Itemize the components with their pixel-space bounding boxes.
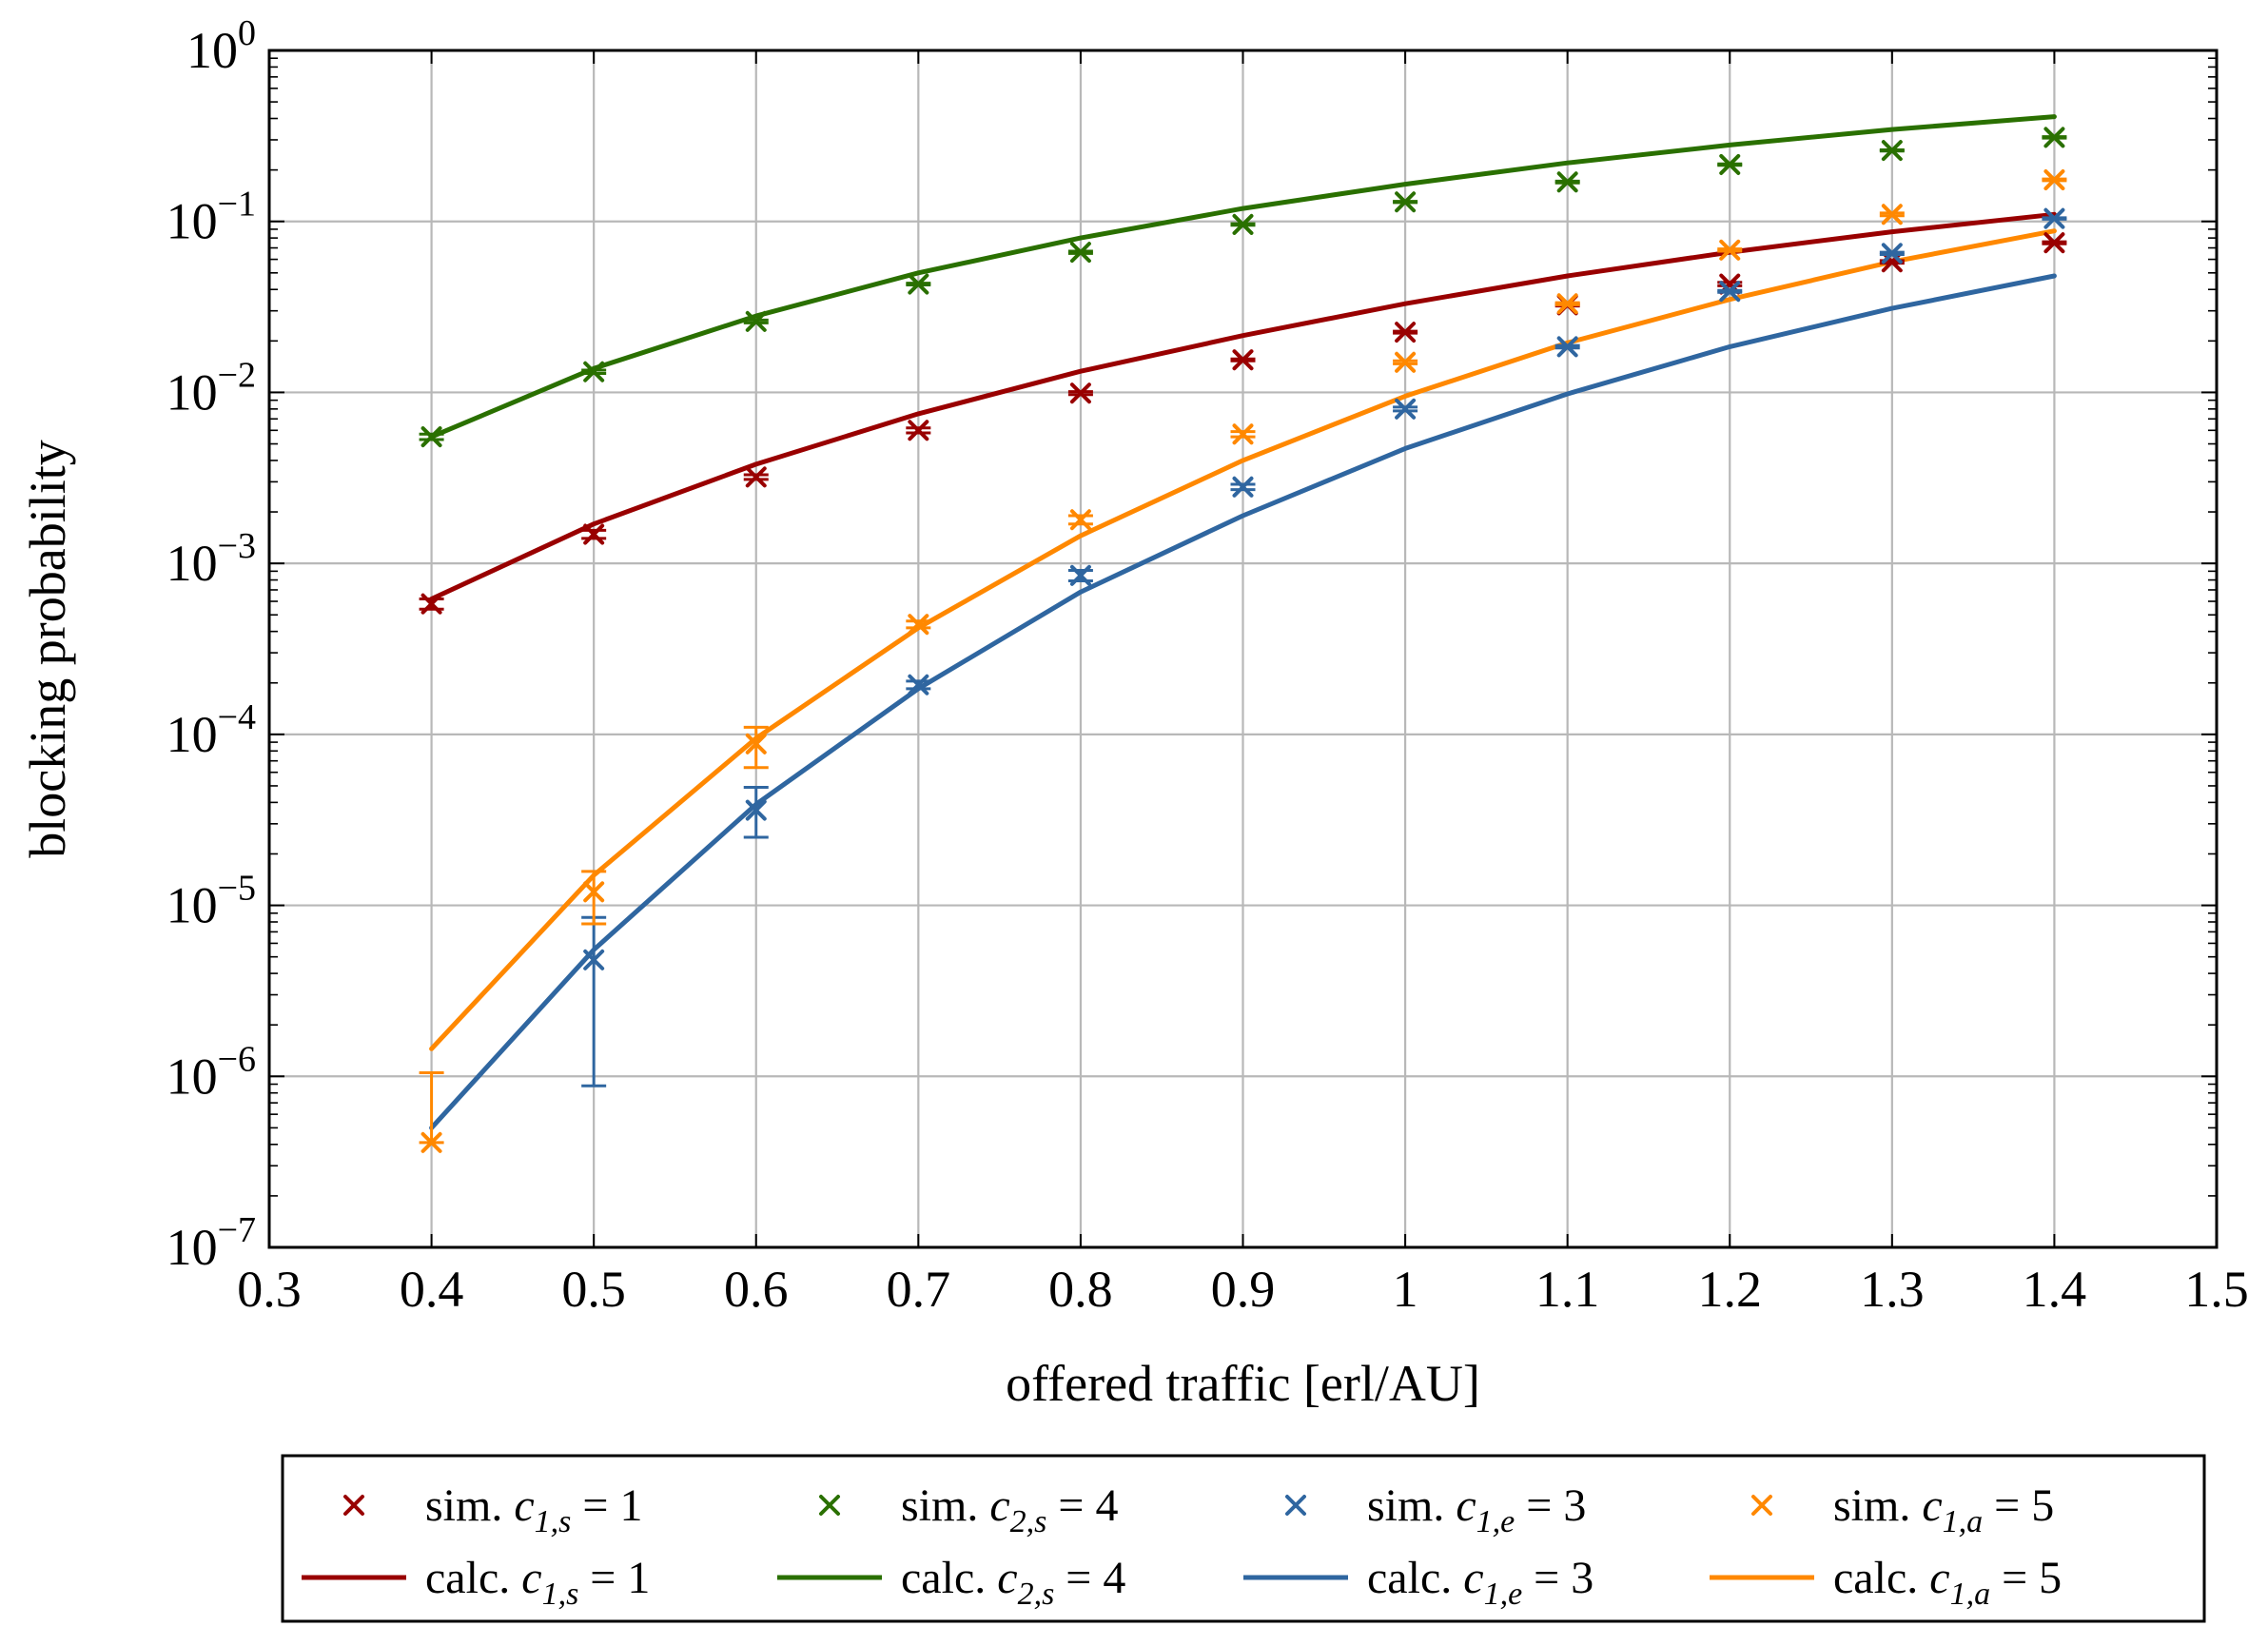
legend-marker xyxy=(1751,1495,1772,1516)
y-tick-label: 10−4 xyxy=(166,697,256,763)
data-point-marker xyxy=(1069,564,1091,586)
data-point-marker xyxy=(1556,293,1578,315)
legend-label: sim. c1,e = 3 xyxy=(1367,1480,1586,1539)
series-line xyxy=(429,273,2057,1130)
grid xyxy=(269,50,2217,1247)
x-tick-label: 1.3 xyxy=(1860,1261,1925,1318)
data-point-marker xyxy=(420,593,442,615)
data-point-marker xyxy=(1556,171,1578,193)
data-point-marker xyxy=(1069,509,1091,531)
data-point-marker xyxy=(908,273,929,295)
legend-label: calc. c2,s = 4 xyxy=(901,1553,1125,1612)
y-tick-label: 10−1 xyxy=(166,185,256,250)
x-tick-label: 1 xyxy=(1393,1261,1418,1318)
x-tick-label: 0.9 xyxy=(1211,1261,1276,1318)
legend-entry: calc. c1,e = 3 xyxy=(1243,1553,1593,1612)
data-point-marker xyxy=(1881,140,1903,162)
legend-label: calc. c1,a = 5 xyxy=(1833,1553,2062,1612)
legend-frame xyxy=(281,1454,2206,1623)
data-point-marker xyxy=(1069,242,1091,264)
x-tick-label: 1.4 xyxy=(2023,1261,2087,1318)
data-point-marker xyxy=(1719,239,1741,261)
data-point-marker xyxy=(908,420,929,441)
x-tick-label: 0.3 xyxy=(237,1261,302,1318)
data-point-marker xyxy=(1232,423,1254,445)
data-point-marker xyxy=(1881,204,1903,225)
data-point-marker xyxy=(1719,153,1741,175)
data-point-marker xyxy=(1232,476,1254,498)
data-point-marker xyxy=(420,1131,442,1153)
legend-entry: sim. c2,s = 4 xyxy=(819,1480,1118,1539)
data-point-marker xyxy=(420,426,442,448)
legend-label: calc. c1,s = 1 xyxy=(425,1553,650,1612)
series-line xyxy=(429,114,2057,440)
x-tick-label: 1.2 xyxy=(1698,1261,1763,1318)
y-tick-label: 10−7 xyxy=(166,1210,256,1276)
data-point-marker xyxy=(583,361,605,382)
legend-entry: sim. c1,e = 3 xyxy=(1285,1480,1586,1539)
data-point-marker xyxy=(1069,382,1091,404)
data-point-marker xyxy=(1232,349,1254,371)
y-tick-label: 10−5 xyxy=(166,869,256,934)
legend-label: calc. c1,e = 3 xyxy=(1367,1553,1593,1612)
legend: sim. c1,s = 1 sim. c2,s = 4 sim. c1,e = 3 s… xyxy=(281,1454,2206,1623)
data-point-marker xyxy=(583,881,605,903)
data-point-marker xyxy=(1395,351,1417,373)
y-axis-label: blocking probability xyxy=(19,440,76,857)
data-point-marker xyxy=(583,523,605,545)
y-tick-label: 100 xyxy=(186,13,256,79)
series-line xyxy=(429,228,2057,1051)
x-tick-label: 0.6 xyxy=(724,1261,789,1318)
legend-entry: sim. c1,s = 1 xyxy=(343,1480,642,1539)
legend-marker xyxy=(1285,1495,1306,1516)
data-point-marker xyxy=(1232,213,1254,235)
legend-entry: sim. c1,a = 5 xyxy=(1751,1480,2054,1539)
x-axis-label: offered traffic [erl/AU] xyxy=(1006,1355,1480,1412)
data-point-marker xyxy=(745,799,767,821)
series-markers xyxy=(419,127,2067,448)
x-tick-label: 0.7 xyxy=(887,1261,951,1318)
data-point-marker xyxy=(2043,232,2065,254)
series-markers xyxy=(581,207,2067,1088)
series-line xyxy=(429,211,2057,601)
data-point-marker xyxy=(583,949,605,970)
x-tick-label: 1.1 xyxy=(1535,1261,1600,1318)
x-tick-label: 1.5 xyxy=(2184,1261,2249,1318)
data-point-marker xyxy=(2043,207,2065,229)
data-point-marker xyxy=(745,466,767,488)
data-point-marker xyxy=(1719,281,1741,303)
y-tick-label: 10−2 xyxy=(166,355,256,421)
data-point-marker xyxy=(1395,398,1417,420)
legend-label: sim. c1,a = 5 xyxy=(1833,1480,2054,1539)
data-point-marker xyxy=(1881,251,1903,273)
legend-label: sim. c1,s = 1 xyxy=(425,1480,642,1539)
series-markers xyxy=(419,169,2067,1153)
y-tick-labels: 100 10−1 10−2 10−3 10−4 10−5 10−6 10−7 xyxy=(166,13,256,1276)
data-point-marker xyxy=(2043,127,2065,148)
series-layer xyxy=(419,114,2067,1153)
legend-entry: calc. c2,s = 4 xyxy=(777,1553,1125,1612)
legend-marker xyxy=(343,1495,364,1516)
legend-label: sim. c2,s = 4 xyxy=(901,1480,1118,1539)
legend-marker xyxy=(819,1495,840,1516)
data-point-marker xyxy=(1881,243,1903,265)
legend-entry: calc. c1,s = 1 xyxy=(302,1553,650,1612)
data-point-marker xyxy=(1395,322,1417,343)
y-tick-label: 10−3 xyxy=(166,526,256,592)
x-tick-label: 0.4 xyxy=(400,1261,464,1318)
y-tick-label: 10−6 xyxy=(166,1039,256,1105)
data-point-marker xyxy=(745,310,767,332)
data-point-marker xyxy=(745,733,767,754)
legend-entry: calc. c1,a = 5 xyxy=(1710,1553,2062,1612)
data-point-marker xyxy=(1556,336,1578,358)
x-tick-label: 0.5 xyxy=(561,1261,626,1318)
x-tick-label: 0.8 xyxy=(1048,1261,1113,1318)
data-point-marker xyxy=(908,674,929,696)
data-point-marker xyxy=(2043,169,2065,191)
data-point-marker xyxy=(1395,191,1417,213)
x-tick-labels: 0.3 0.4 0.5 0.6 0.7 0.8 0.9 1 1.1 1.2 1.3 1.4 1.5 xyxy=(237,1261,2249,1318)
data-point-marker xyxy=(908,614,929,636)
plot-frame xyxy=(267,49,2219,1249)
